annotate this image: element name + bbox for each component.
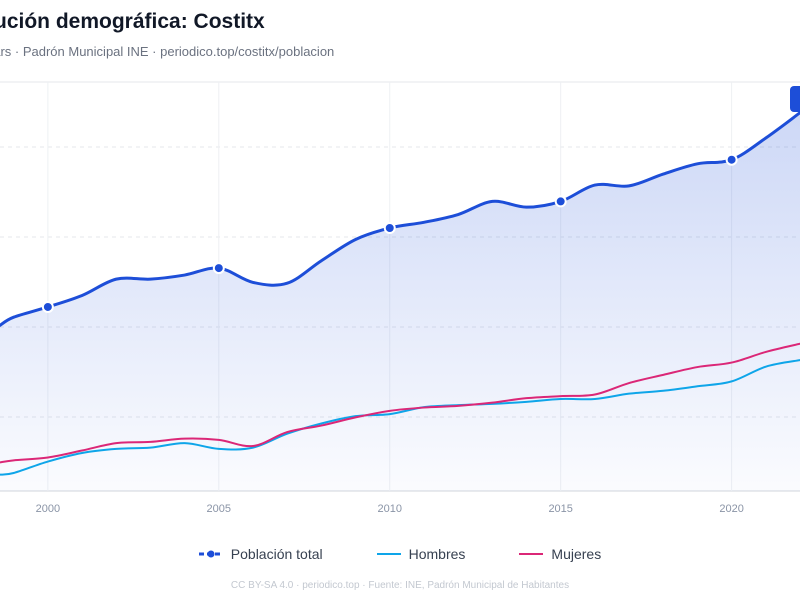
x-axis-ticks: 2000 2005 2010 2015 2020 — [36, 503, 744, 515]
legend-swatch-total — [198, 550, 223, 558]
marker-2015[interactable] — [554, 195, 567, 208]
legend-swatch-mujeres — [519, 553, 544, 555]
chart-badge — [790, 86, 800, 112]
legend-label-total: Población total — [230, 546, 323, 562]
chart-areas — [0, 112, 800, 492]
chart-title: ución demográfica: Costitx — [0, 10, 265, 33]
legend-label-hombres: Hombres — [408, 546, 466, 562]
x-tick-label-2000: 2000 — [36, 503, 60, 515]
chart-legend: Población total Hombres Mujeres — [0, 544, 800, 564]
chart-footer: CC BY-SA 4.0 · periodico.top · Fuente: I… — [230, 580, 570, 591]
marker-2020[interactable] — [725, 153, 738, 166]
x-tick-label-2005: 2005 — [207, 503, 231, 515]
chart-subtitle: ears · Padrón Municipal INE · periodico.… — [0, 44, 335, 59]
legend-item-total[interactable]: Población total — [198, 546, 323, 562]
area-poblacion-total — [0, 112, 800, 492]
marker-2000[interactable] — [41, 300, 54, 313]
series-line-1 — [0, 359, 800, 476]
series-line-2 — [0, 342, 800, 464]
legend-label-mujeres: Mujeres — [551, 546, 602, 562]
marker-2010[interactable] — [383, 222, 396, 235]
x-tick-label-2015: 2015 — [548, 503, 572, 515]
legend-item-hombres[interactable]: Hombres — [376, 546, 466, 562]
x-tick-label-2020: 2020 — [719, 503, 743, 515]
x-tick-label-2010: 2010 — [378, 503, 402, 515]
legend-item-mujeres[interactable]: Mujeres — [519, 546, 601, 562]
chart-markers — [41, 153, 738, 313]
line-chart: 2000 2005 2010 2015 2020 — [0, 81, 800, 515]
legend-swatch-hombres — [376, 553, 401, 555]
marker-2005[interactable] — [212, 262, 225, 275]
